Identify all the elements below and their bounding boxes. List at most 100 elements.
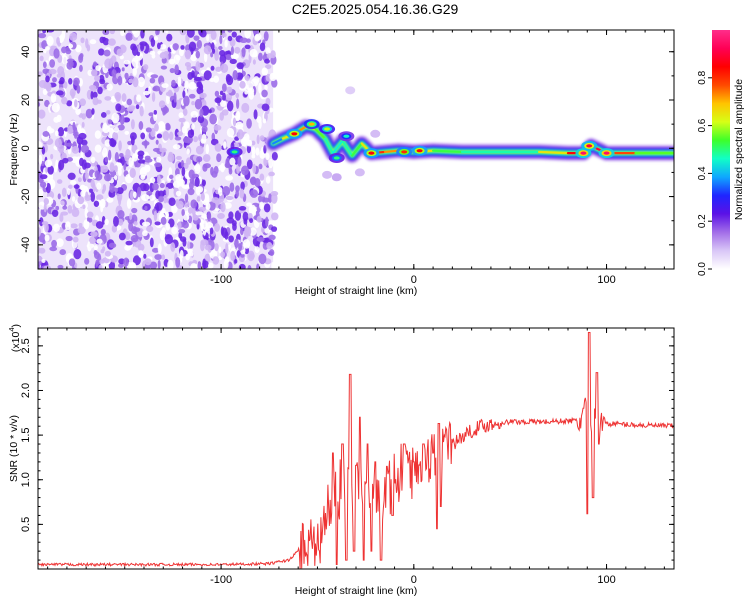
exponent-base: (x10	[10, 331, 22, 352]
noise-speckle	[183, 121, 190, 129]
noise-speckle	[196, 86, 204, 95]
noise-speckle	[189, 233, 196, 241]
ridge-segment	[383, 149, 400, 154]
noise-speckle	[128, 157, 134, 168]
noise-speckle	[86, 44, 91, 52]
noise-speckle	[59, 213, 64, 222]
noise-speckle	[178, 117, 186, 123]
noise-speckle	[113, 126, 119, 133]
noise-speckle	[94, 170, 100, 179]
noise-speckle	[149, 77, 156, 84]
noise-speckle	[202, 154, 211, 162]
noise-speckle	[249, 218, 254, 224]
noise-speckle	[256, 134, 260, 145]
noise-speckle	[54, 130, 59, 137]
noise-speckle	[104, 218, 109, 226]
noise-speckle	[100, 165, 109, 173]
noise-speckle	[69, 180, 77, 185]
noise-speckle	[208, 262, 214, 269]
noise-speckle	[159, 229, 166, 241]
colorbar-tick-label: 0.4	[697, 166, 708, 180]
noise-speckle	[152, 147, 161, 152]
noise-speckle	[161, 254, 166, 260]
noise-speckle	[246, 118, 252, 129]
noise-speckle	[45, 75, 50, 83]
noise-speckle	[111, 224, 118, 233]
noise-speckle	[258, 82, 262, 94]
noise-speckle	[98, 264, 103, 269]
noise-speckle	[95, 221, 104, 229]
noise-speckle	[56, 238, 64, 248]
noise-speckle	[104, 250, 111, 257]
noise-speckle	[226, 217, 235, 224]
noise-speckle	[96, 99, 102, 104]
noise-speckle	[169, 58, 176, 65]
noise-speckle	[62, 81, 68, 90]
noise-speckle	[106, 83, 113, 91]
top-y-axis-label: Frequency (Hz)	[8, 113, 20, 185]
noise-speckle	[171, 226, 178, 235]
noise-speckle	[65, 235, 73, 242]
bottom-x-tick-label: 100	[597, 574, 615, 586]
noise-speckle	[156, 30, 160, 36]
noise-speckle	[160, 65, 168, 70]
noise-speckle	[177, 221, 182, 230]
noise-speckle	[219, 99, 227, 107]
noise-speckle	[41, 258, 46, 264]
noise-speckle	[256, 215, 262, 223]
noise-speckle	[203, 70, 212, 81]
noise-speckle	[154, 202, 163, 211]
noise-speckle	[46, 35, 54, 47]
noise-speckle	[115, 94, 121, 102]
noise-speckle	[55, 205, 60, 211]
noise-speckle	[78, 132, 87, 140]
noise-speckle	[107, 38, 116, 46]
bottom-x-tick-label: -100	[210, 574, 232, 586]
noise-speckle	[186, 157, 192, 165]
ridge-segment	[314, 127, 327, 140]
top-x-tick-label: -100	[210, 274, 232, 286]
noise-speckle	[176, 200, 184, 210]
noise-speckle	[223, 141, 227, 149]
noise-speckle	[181, 166, 186, 177]
noise-speckle	[159, 182, 165, 189]
top-y-tick-label: -20	[20, 189, 32, 205]
noise-speckle	[58, 159, 65, 171]
noise-speckle	[48, 68, 57, 75]
noise-speckle	[109, 30, 116, 35]
noise-speckle	[216, 153, 222, 163]
noise-speckle	[121, 67, 125, 72]
noise-speckle	[43, 202, 47, 213]
noise-speckle	[232, 222, 237, 231]
noise-speckle	[254, 246, 260, 254]
noise-speckle	[187, 188, 195, 196]
noise-speckle	[182, 90, 186, 99]
noise-speckle	[174, 64, 179, 75]
ridge-segment	[351, 142, 363, 157]
noise-speckle	[100, 249, 105, 254]
noise-speckle	[214, 243, 219, 252]
noise-speckle	[244, 90, 249, 95]
noise-speckle	[61, 46, 67, 54]
noise-speckle	[68, 77, 73, 85]
noise-speckle	[153, 110, 158, 115]
noise-speckle	[128, 105, 136, 110]
noise-speckle	[174, 136, 182, 141]
noise-speckle	[39, 174, 48, 180]
noise-speckle	[259, 135, 265, 141]
noise-speckle	[38, 154, 43, 165]
noise-speckle	[136, 51, 140, 57]
noise-speckle	[94, 130, 102, 139]
noise-speckle	[149, 177, 156, 184]
noise-speckle	[165, 30, 169, 34]
ridge-blob-core	[586, 144, 593, 148]
noise-speckle	[54, 165, 58, 173]
noise-speckle	[38, 95, 41, 103]
noise-speckle	[122, 78, 126, 84]
noise-speckle	[187, 71, 194, 80]
noise-speckle	[89, 39, 97, 45]
noise-speckle	[172, 144, 181, 150]
noise-speckle	[148, 194, 156, 201]
noise-speckle	[45, 182, 51, 194]
noise-speckle	[102, 36, 106, 42]
